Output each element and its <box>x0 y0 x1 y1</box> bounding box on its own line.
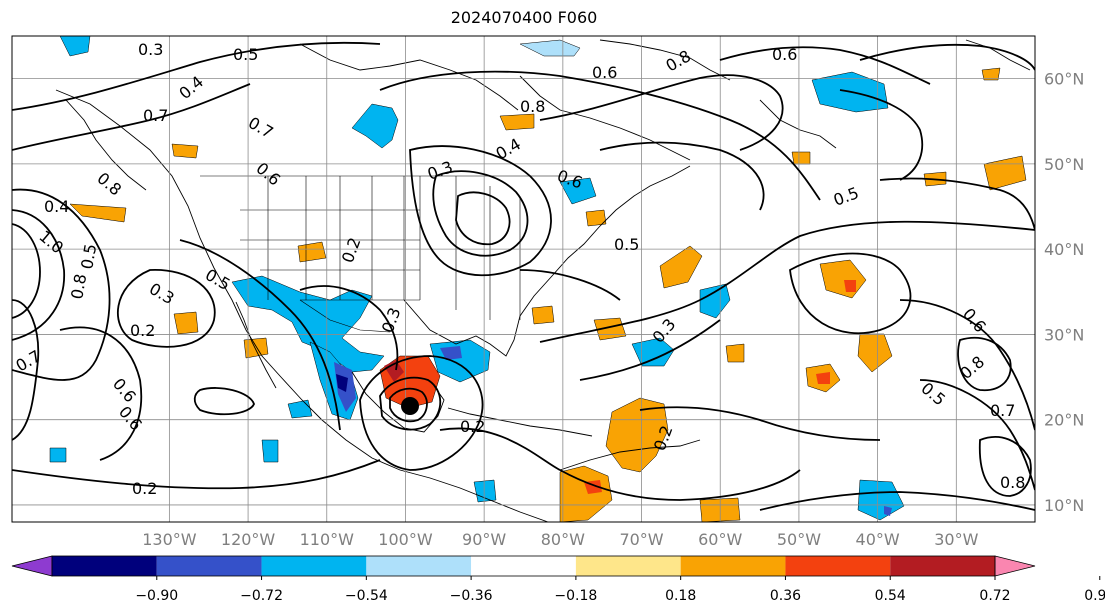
colorbar-tick-label: −0.18 <box>554 588 597 604</box>
storm-center-marker <box>401 397 419 415</box>
colorbar-segment <box>52 556 157 576</box>
longitude-axis-labels: 130°W 120°W 110°W 100°W 90°W 80°W 70°W 60°W 50°W… <box>142 530 978 549</box>
contour-label: 0.4 <box>44 197 69 216</box>
colorbar-tick-label: −0.36 <box>450 588 493 604</box>
contour-label: 0.7 <box>143 106 168 125</box>
longitude-tick-label: 120°W <box>221 530 276 549</box>
contour-label: 0.5 <box>77 242 100 270</box>
gridlines <box>12 36 1035 522</box>
colorbar-segment <box>471 556 576 576</box>
contour-label: 0.5 <box>614 235 639 254</box>
colorbar-frame <box>51 555 996 577</box>
contour-label: 0.8 <box>1000 473 1025 492</box>
longitude-tick-label: 70°W <box>619 530 663 549</box>
longitude-tick-label: 130°W <box>142 530 197 549</box>
longitude-tick-label: 60°W <box>698 530 742 549</box>
contour-label: 0.6 <box>772 45 797 64</box>
contour-label: 0.8 <box>67 272 90 300</box>
colorbar-tick-label: 0.90 <box>1084 588 1105 604</box>
latitude-tick-label: 40°N <box>1044 240 1084 259</box>
contour-label: 0.6 <box>592 63 617 82</box>
colorbar-segment <box>261 556 367 576</box>
colorbar-tick-labels: −0.90 −0.72 −0.54 −0.36 −0.18 0.18 0.36 0.54 0.7… <box>135 588 1105 604</box>
colorbar-tick-label: 0.18 <box>665 588 696 604</box>
colorbar-low-extend <box>11 555 53 577</box>
colorbar-tick-label: −0.90 <box>135 588 178 604</box>
colorbar-segment <box>366 556 472 576</box>
longitude-tick-label: 40°W <box>856 530 900 549</box>
colorbar-segment <box>890 556 995 576</box>
contour-label: 0.7 <box>990 401 1015 420</box>
contour-lines <box>12 41 1035 511</box>
colorbar <box>11 555 1101 580</box>
latitude-tick-label: 60°N <box>1044 70 1084 89</box>
colorbar-segment <box>156 556 262 576</box>
map-frame <box>11 35 1036 523</box>
latitude-tick-label: 10°N <box>1044 496 1084 515</box>
latitude-tick-label: 30°N <box>1044 325 1084 344</box>
longitude-tick-label: 80°W <box>541 530 585 549</box>
colorbar-tick-label: −0.54 <box>345 588 388 604</box>
colorbar-segment <box>785 556 891 576</box>
contour-label: 0.5 <box>233 45 258 64</box>
colorbar-segment <box>680 556 786 576</box>
latitude-tick-label: 20°N <box>1044 411 1084 430</box>
longitude-tick-label: 90°W <box>462 530 506 549</box>
colorbar-tick-label: 0.72 <box>979 588 1010 604</box>
longitude-tick-label: 50°W <box>777 530 821 549</box>
map-title: 2024070400 F060 <box>450 8 598 27</box>
colorbar-tick-label: −0.72 <box>240 588 283 604</box>
longitude-tick-label: 100°W <box>378 530 433 549</box>
contour-label: 0.3 <box>138 40 163 59</box>
longitude-tick-label: 110°W <box>300 530 355 549</box>
colorbar-tick-label: 0.54 <box>875 588 906 604</box>
contour-label: 0.2 <box>460 417 485 436</box>
latitude-tick-label: 50°N <box>1044 155 1084 174</box>
colorbar-high-extend <box>994 555 1036 577</box>
contour-label: 0.2 <box>132 479 157 498</box>
coastlines <box>55 39 1031 522</box>
latitude-axis-labels: 60°N 50°N 40°N 30°N 20°N 10°N <box>1044 70 1084 515</box>
political-boundaries <box>200 175 580 333</box>
colorbar-segment <box>575 556 681 576</box>
contour-label: 0.8 <box>520 97 545 116</box>
colorbar-tick-label: 0.36 <box>770 588 801 604</box>
contour-label: 0.2 <box>130 321 155 340</box>
longitude-tick-label: 30°W <box>934 530 978 549</box>
